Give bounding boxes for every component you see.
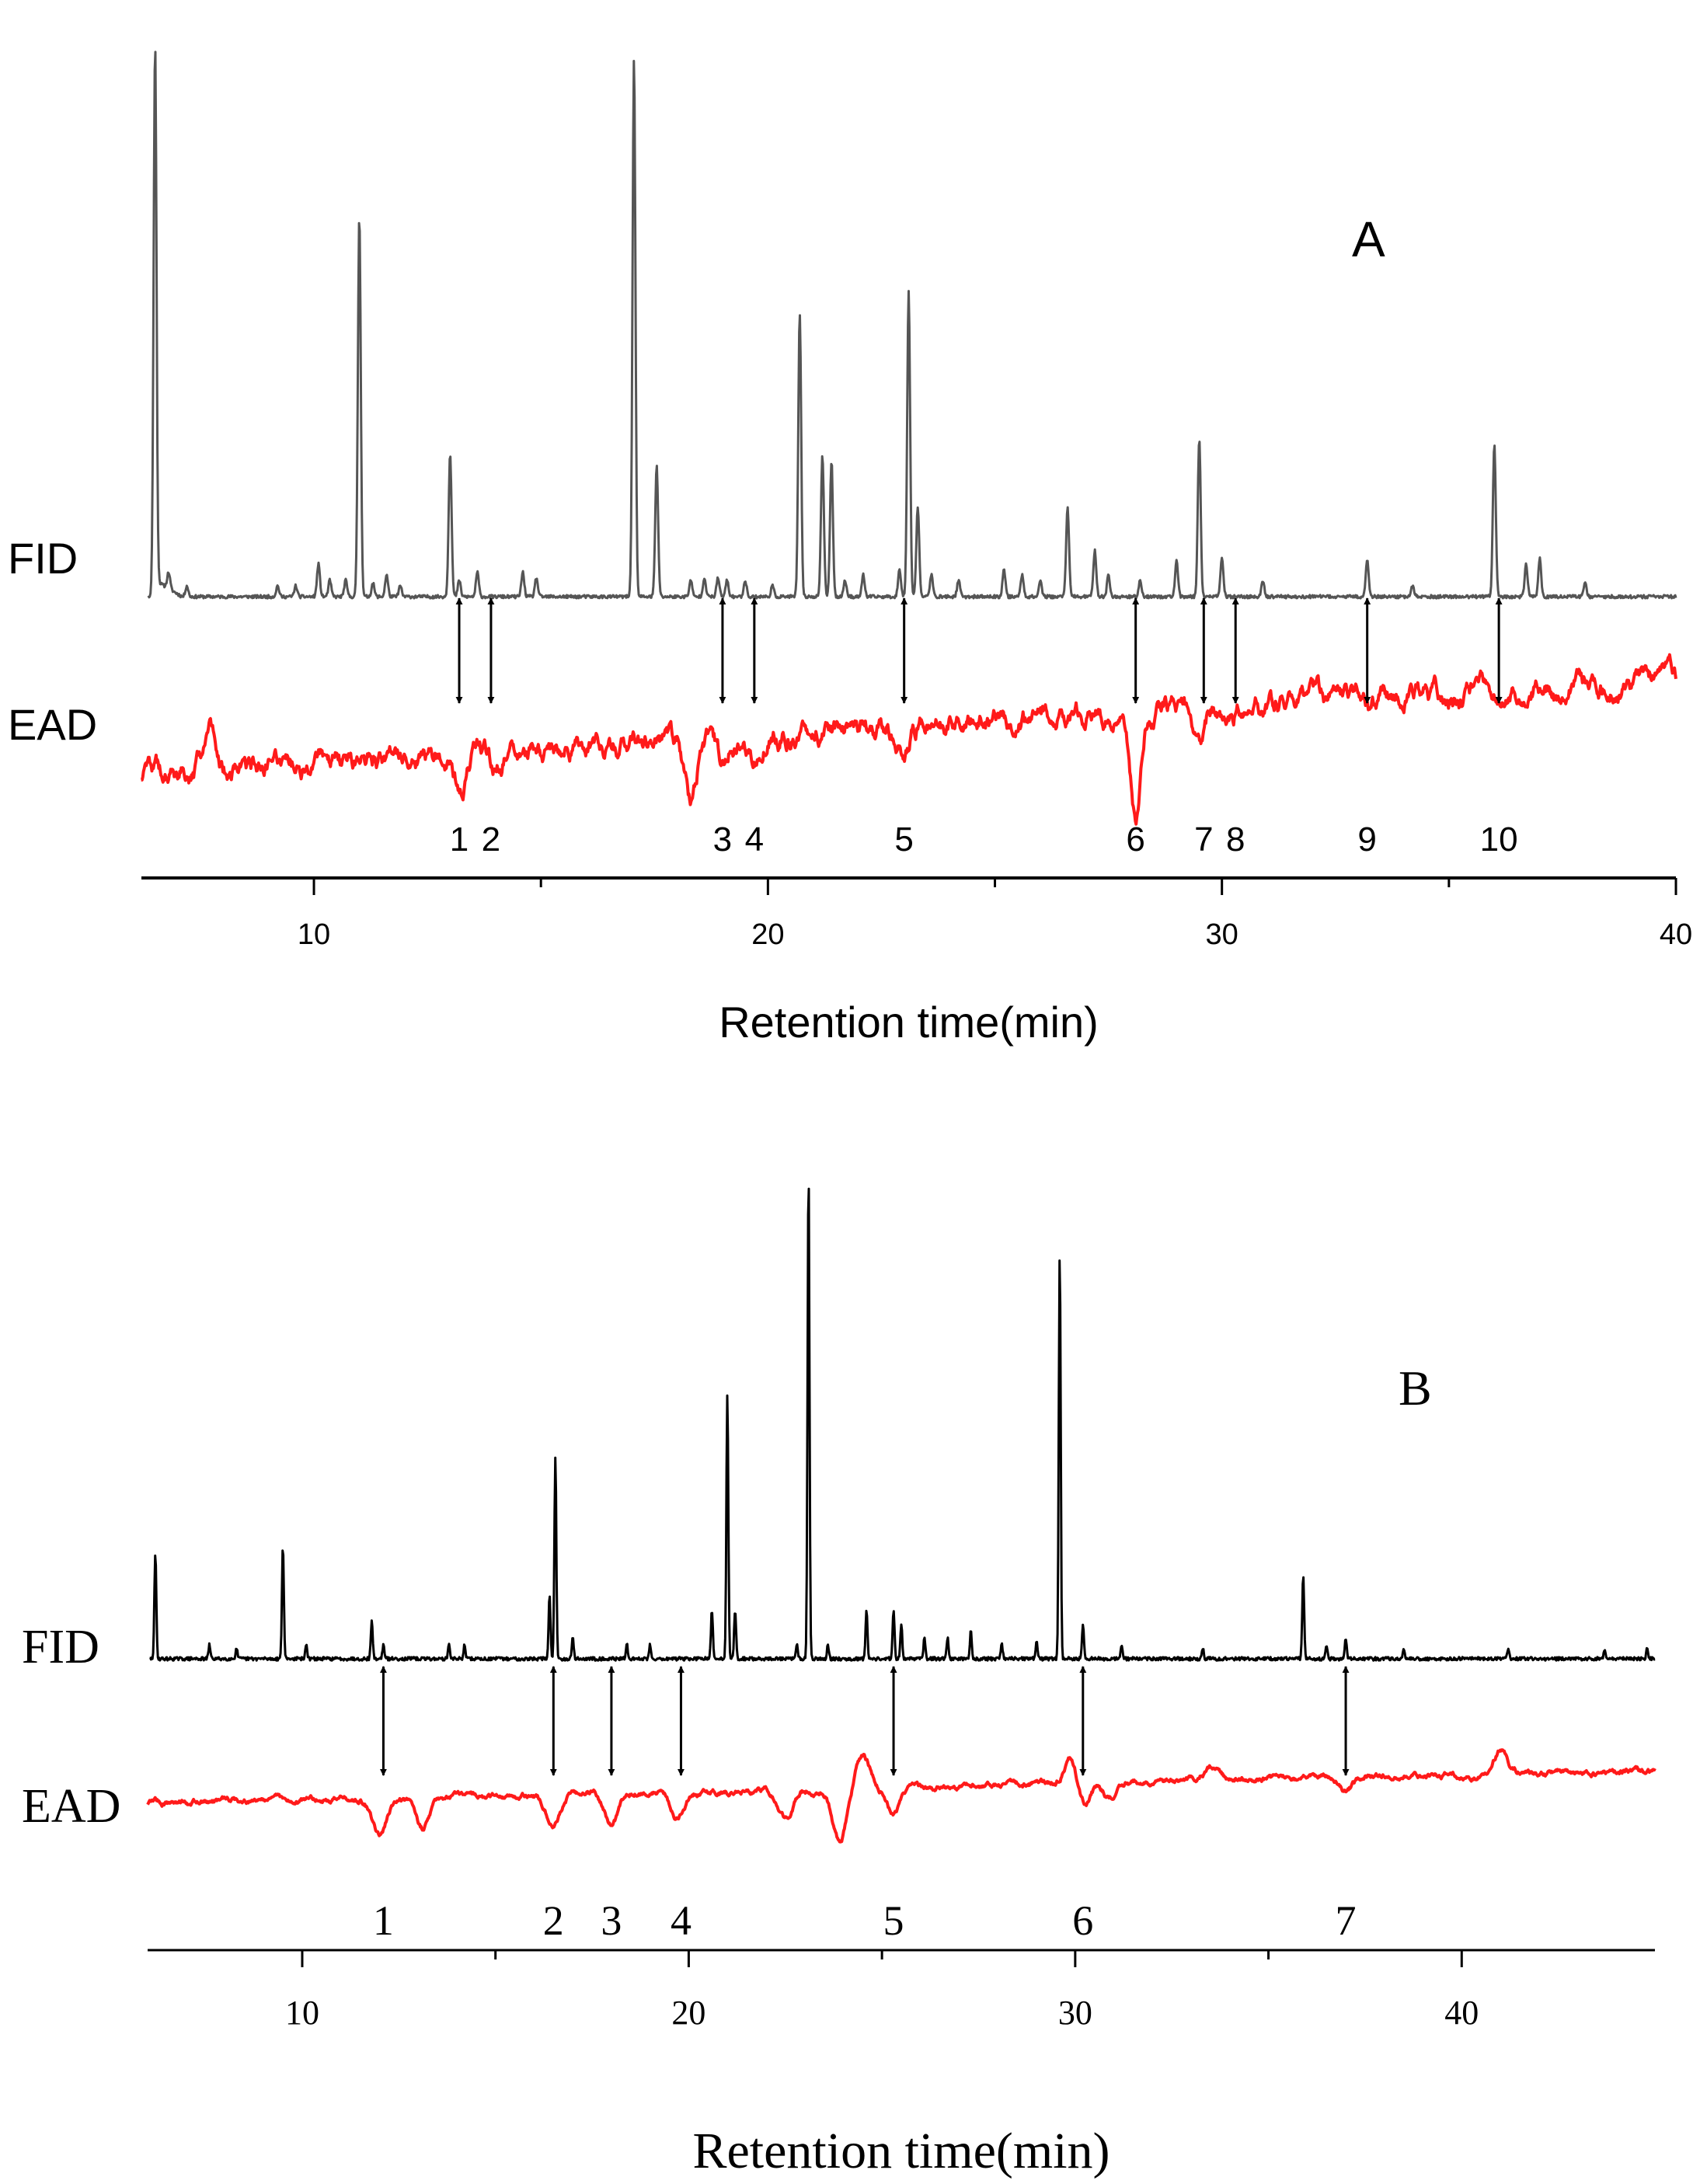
x-tick-label: 10 — [298, 918, 330, 951]
trace-label-fid: FID — [8, 534, 78, 583]
peak-label: 1 — [450, 820, 469, 859]
peak-label: 4 — [745, 820, 764, 859]
x-tick-label: 30 — [1058, 1994, 1092, 2032]
panel-label: B — [1399, 1360, 1432, 1416]
peak-label: 1 — [373, 1897, 394, 1944]
x-tick-label: 40 — [1660, 918, 1692, 951]
trace-ead — [140, 653, 1677, 826]
peak-label: 5 — [883, 1897, 904, 1944]
peak-label: 6 — [1126, 820, 1144, 859]
peak-label: 10 — [1480, 820, 1518, 859]
peak-label: 7 — [1336, 1897, 1357, 1944]
x-tick-label: 20 — [671, 1994, 705, 2032]
trace-fid — [149, 1187, 1656, 1662]
peak-label: 3 — [601, 1897, 622, 1944]
x-tick-label: 40 — [1444, 1994, 1479, 2032]
x-tick-label: 10 — [285, 1994, 319, 2032]
peak-label: 4 — [671, 1897, 692, 1944]
peak-label: 3 — [713, 820, 732, 859]
x-tick-label: 30 — [1206, 918, 1238, 951]
peak-label: 6 — [1072, 1897, 1093, 1944]
peak-label: 9 — [1357, 820, 1376, 859]
peak-label: 7 — [1194, 820, 1213, 859]
peak-label: 2 — [543, 1897, 564, 1944]
peak-label: 8 — [1226, 820, 1245, 859]
x-axis-title: Retention time(min) — [719, 998, 1099, 1047]
trace-label-ead: EAD — [8, 700, 97, 749]
trace-label-fid: FID — [22, 1621, 99, 1674]
trace-ead — [146, 1748, 1656, 1844]
x-axis-title: Retention time(min) — [692, 2123, 1110, 2179]
trace-label-ead: EAD — [22, 1780, 120, 1833]
x-tick-label: 20 — [751, 918, 784, 951]
panel-label: A — [1352, 211, 1385, 267]
trace-fid — [147, 51, 1677, 600]
peak-label: 2 — [482, 820, 500, 859]
peak-label: 5 — [894, 820, 913, 859]
